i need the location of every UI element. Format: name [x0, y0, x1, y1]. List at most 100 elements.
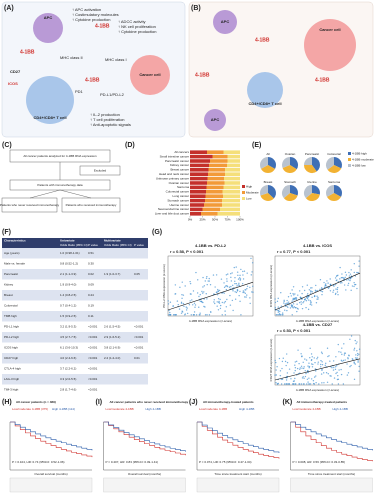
texture-dot: [217, 309, 220, 311]
texture-dot: [242, 270, 244, 273]
texture-dot: [250, 257, 252, 260]
axis-label: 4-1BB RNA expression (z-score): [296, 319, 339, 323]
texture-dot: [249, 286, 251, 289]
texture-dot: [282, 357, 284, 359]
plot-title: 4-1BB vs. PD-L2: [195, 243, 227, 248]
texture-dot: [218, 302, 221, 304]
texture-dot: [239, 279, 241, 281]
texture-dot: [185, 309, 188, 311]
texture-dot: [226, 278, 228, 280]
texture-dot: [189, 300, 191, 302]
texture-dot: [286, 353, 288, 355]
texture-dot: [181, 311, 184, 313]
legend-swatch: [348, 152, 351, 155]
texture-dot: [246, 272, 248, 274]
texture-dot: [358, 365, 360, 368]
table-cell: 0.09: [88, 283, 94, 287]
pie-slice: [327, 165, 342, 173]
label: CD4+/CD8+ T cell: [33, 115, 66, 120]
texture-dot: [286, 372, 289, 374]
texture-dot: [343, 352, 346, 354]
texture-dot: [349, 273, 352, 275]
texture-dot: [275, 361, 277, 364]
panel-f: Characteristics Univariate MultivariateOdd…: [2, 238, 148, 395]
texture-dot: [192, 290, 195, 292]
axis-label: ICOS RNA expression (z-score): [269, 265, 273, 307]
texture-dot: [356, 350, 358, 352]
table-cell: Breast: [4, 293, 13, 297]
texture-dot: [325, 285, 327, 287]
texture-dot: [314, 361, 316, 364]
texture-dot: [224, 300, 227, 303]
bar-segment: [190, 212, 201, 216]
texture-dot: [208, 280, 210, 282]
texture-dot: [347, 279, 350, 281]
bar-segment: [227, 154, 240, 159]
texture-dot: [318, 383, 320, 385]
texture-dot: [294, 369, 296, 372]
texture-dot: [185, 306, 187, 308]
table-header: Multivariate: [104, 238, 121, 242]
texture-dot: [298, 362, 300, 365]
table-row-bg: [2, 269, 148, 280]
pie-slice: [305, 193, 320, 201]
tick-label: 75%: [224, 217, 230, 221]
bar-segment: [190, 190, 206, 194]
texture-dot: [228, 286, 231, 288]
table-cell: 0.30: [88, 262, 94, 266]
texture-dot: [289, 307, 292, 309]
texture-dot: [311, 356, 313, 358]
texture-dot: [354, 363, 357, 365]
texture-dot: [303, 366, 305, 368]
texture-dot: [308, 295, 310, 297]
texture-dot: [308, 366, 310, 369]
plot-area: [274, 334, 361, 386]
texture-dot: [303, 377, 305, 379]
texture-dot: [221, 301, 224, 304]
flow-box: [79, 165, 121, 176]
texture-dot: [308, 383, 310, 385]
texture-dot: [321, 382, 323, 384]
texture-dot: [182, 294, 185, 296]
texture-dot: [283, 383, 286, 385]
category-label: Sarcoma: [177, 185, 189, 189]
table-cell: 2.2 (1.2-4.0): [104, 356, 120, 360]
texture-dot: [284, 309, 286, 311]
table-cell: 0.7 (0.4-1.2): [60, 304, 76, 308]
texture-dot: [220, 278, 223, 280]
label: 4-1BB: [255, 37, 270, 43]
texture-dot: [308, 362, 310, 364]
texture-dot: [337, 374, 339, 377]
table-row-bg: [2, 374, 148, 385]
texture-dot: [307, 299, 310, 301]
texture-dot: [234, 280, 236, 283]
texture-dot: [333, 366, 335, 369]
texture-dot: [315, 375, 317, 377]
table-row-bg: [2, 332, 148, 343]
bar-segment: [222, 190, 240, 194]
texture-dot: [167, 303, 170, 305]
texture-dot: [282, 314, 284, 316]
texture-dot: [249, 302, 251, 305]
texture-dot: [354, 339, 356, 342]
texture-dot: [357, 361, 359, 363]
texture-dot: [350, 335, 353, 337]
texture-dot: [321, 368, 323, 371]
texture-dot: [353, 378, 356, 381]
texture-dot: [358, 348, 361, 350]
texture-dot: [290, 295, 293, 297]
pie-slice: [260, 193, 274, 202]
texture-dot: [225, 306, 228, 308]
texture-dot: [237, 274, 239, 277]
texture-dot: [349, 338, 351, 341]
texture-dot: [274, 298, 276, 300]
texture-dot: [357, 354, 359, 357]
bar-segment: [204, 203, 222, 207]
legend-label: High 4-1BB (114): [52, 407, 75, 411]
legend-label: High 4-1BB: [239, 407, 254, 411]
texture-dot: [203, 291, 205, 293]
plot-area: [274, 255, 361, 317]
texture-dot: [301, 292, 303, 295]
pie-label: Uterine: [307, 180, 317, 184]
panel-label: (C): [2, 142, 12, 149]
